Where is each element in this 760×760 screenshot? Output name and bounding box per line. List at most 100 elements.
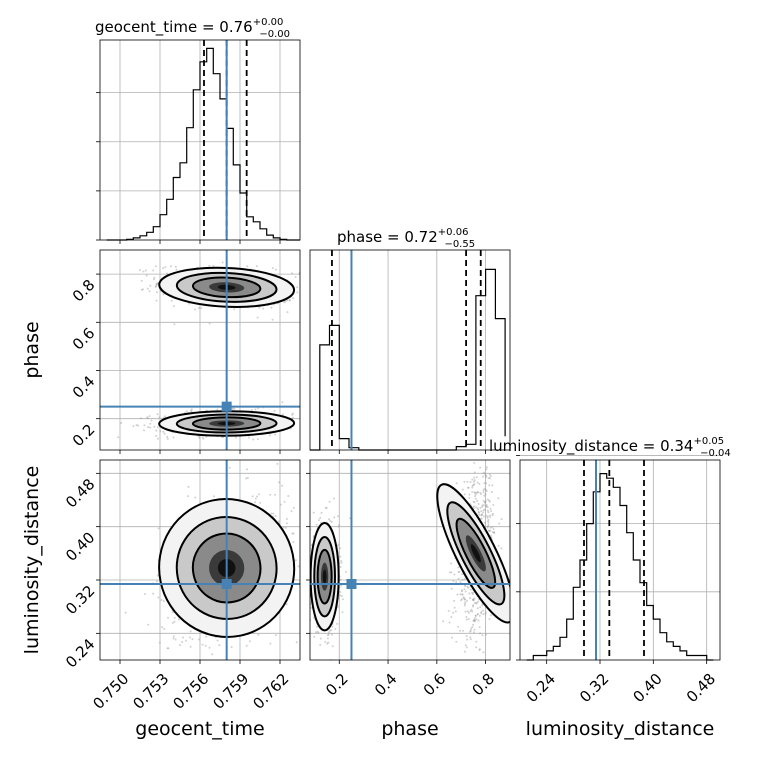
sample-point (471, 610, 474, 613)
sample-point (319, 637, 322, 640)
sample-point (485, 482, 488, 485)
sample-point (482, 613, 485, 616)
sample-point (476, 613, 479, 616)
sample-point (319, 517, 322, 519)
sample-point (493, 426, 495, 428)
panel-hist-phase (309, 249, 511, 454)
sample-point (185, 639, 187, 642)
sample-point (172, 436, 175, 439)
sample-point (229, 666, 231, 668)
sample-point (479, 447, 481, 449)
sample-point (469, 588, 472, 591)
sample-point (474, 614, 477, 617)
sample-point (487, 515, 490, 518)
sample-point (460, 589, 463, 592)
sample-point (211, 653, 214, 656)
sample-point (334, 627, 337, 630)
sample-point (450, 562, 453, 565)
sample-point (464, 601, 467, 604)
sample-point (336, 605, 339, 608)
sample-point (328, 500, 331, 503)
sample-point (483, 521, 486, 524)
sample-point (472, 599, 475, 602)
sample-point (462, 629, 464, 632)
sample-point (173, 323, 176, 326)
sample-point (216, 408, 219, 411)
sample-point (281, 484, 284, 487)
sample-point (477, 619, 480, 622)
sample-point (235, 436, 237, 439)
sample-point (469, 630, 471, 633)
sample-point (465, 616, 468, 618)
sample-point (486, 498, 489, 501)
sample-point (484, 500, 487, 503)
sample-point (488, 529, 491, 532)
sample-point (473, 628, 476, 631)
sample-point (476, 507, 479, 510)
sample-point (453, 573, 456, 576)
sample-point (452, 580, 455, 583)
sample-point (295, 641, 298, 644)
sample-point (172, 637, 175, 640)
sample-point (156, 426, 159, 429)
panel-frame (519, 459, 721, 661)
sample-point (460, 590, 463, 593)
sample-point (270, 306, 273, 309)
sample-point (303, 430, 305, 432)
sample-point (162, 600, 165, 603)
sample-point (459, 593, 462, 596)
sample-point (315, 523, 318, 526)
sample-point (477, 600, 479, 603)
xtick-label: 0.4 (371, 670, 401, 700)
sample-point (167, 616, 169, 619)
sample-point (132, 425, 135, 428)
sample-point (472, 591, 475, 594)
sample-point (198, 436, 201, 439)
sample-point (179, 644, 182, 647)
sample-point (471, 484, 474, 487)
sample-point (181, 641, 184, 644)
sample-point (301, 422, 303, 424)
xtick-label: 0.32 (576, 670, 612, 706)
sample-point (463, 650, 466, 653)
sample-point (194, 496, 197, 499)
sample-point (158, 416, 161, 419)
sample-point (328, 518, 330, 521)
sample-point (488, 499, 491, 502)
sample-point (171, 611, 174, 614)
sample-point (477, 511, 480, 514)
histogram-steps (106, 47, 300, 241)
sample-point (466, 599, 468, 602)
sample-point (478, 649, 481, 652)
sample-point (463, 604, 466, 607)
sample-point (472, 619, 475, 622)
sample-point (486, 506, 489, 509)
sample-point (269, 493, 272, 496)
sample-point (466, 610, 469, 613)
sample-point (137, 424, 139, 427)
sample-point (186, 673, 188, 675)
sample-point (308, 498, 310, 500)
sample-point (489, 516, 492, 519)
sample-point (152, 592, 155, 595)
sample-point (450, 616, 453, 618)
sample-point (482, 609, 484, 612)
sample-point (323, 492, 325, 494)
sample-point (281, 413, 284, 416)
density-2d-phase-luminosity_distance (307, 426, 510, 660)
sample-point (472, 605, 474, 608)
sample-point (463, 588, 466, 591)
sample-point (156, 437, 159, 440)
sample-point (257, 407, 260, 410)
sample-point (487, 521, 490, 524)
sample-point (305, 284, 307, 286)
sample-point (187, 495, 189, 498)
sample-point (147, 623, 150, 626)
sample-point (307, 586, 309, 588)
sample-point (454, 610, 457, 613)
sample-point (208, 322, 211, 325)
sample-point (291, 297, 294, 300)
sample-point (472, 480, 475, 483)
sample-point (471, 478, 474, 481)
sample-point (274, 268, 277, 271)
